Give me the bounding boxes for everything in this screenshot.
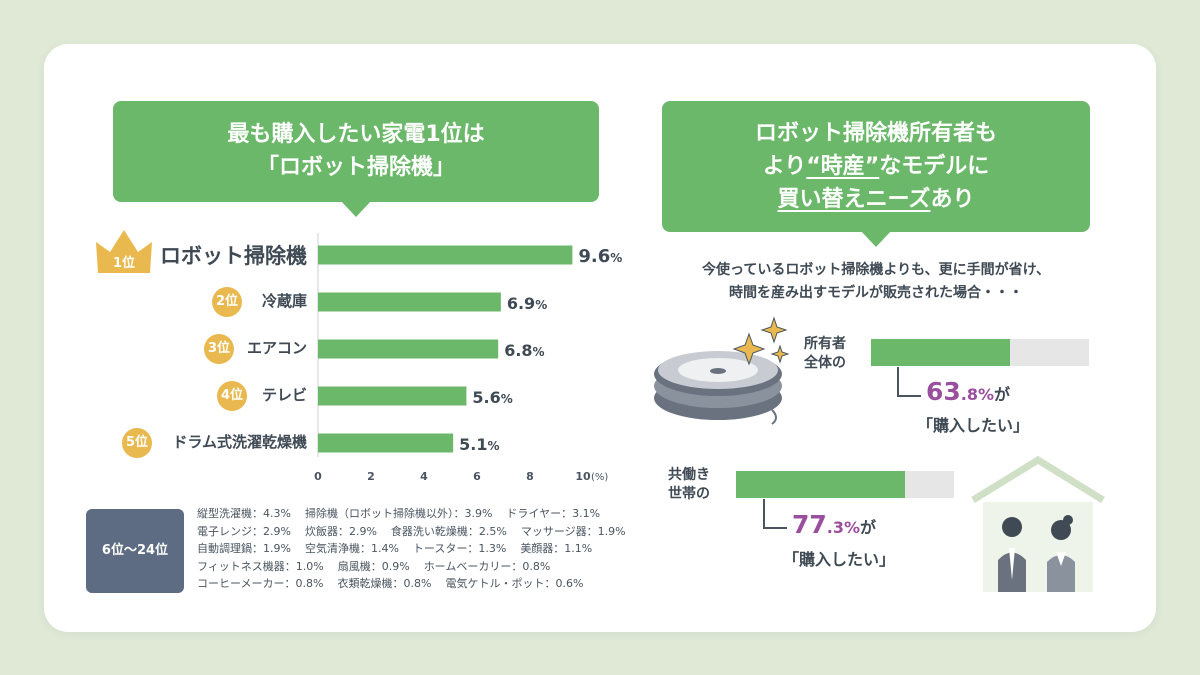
left-title-bubble: 最も購入したい家電1位は 「ロボット掃除機」 bbox=[113, 101, 599, 217]
bar-2-value-label: 6.9% bbox=[507, 294, 547, 313]
robot-vacuum-illustration bbox=[654, 351, 782, 425]
bar-5 bbox=[318, 433, 454, 453]
group-2-label: 共働き 世帯の bbox=[668, 466, 710, 504]
right-title-line2-pre: より bbox=[762, 154, 807, 179]
x-tick-8: 8 bbox=[526, 470, 534, 483]
rank-2-label: 冷蔵庫 bbox=[261, 292, 307, 310]
group-2-bar bbox=[736, 471, 905, 498]
bar-3-value-label: 6.8% bbox=[504, 341, 544, 360]
right-title-bubble: ロボット掃除機所有者も より“時産”なモデルに 買い替えニーズあり bbox=[662, 101, 1090, 247]
house-couple-illustration bbox=[971, 455, 1105, 592]
group-1-percent: 63.8%が bbox=[926, 377, 1010, 406]
others-item: コーヒーメーカー：0.8% bbox=[197, 577, 324, 590]
others-list: 縦型洗濯機：4.3% 掃除機（ロボット掃除機以外）：3.9% ドライヤー：3.1% 電… bbox=[197, 505, 640, 593]
right-title-line2-em: “時産” bbox=[806, 154, 880, 179]
rank-1-label: ロボット掃除機 bbox=[160, 244, 307, 268]
others-item: 電子レンジ：2.9% bbox=[197, 524, 291, 538]
sparkle-icon bbox=[732, 316, 790, 366]
others-item: 電気ケトル・ポット：0.6% bbox=[445, 577, 584, 590]
x-tick-6: 6 bbox=[473, 470, 481, 483]
x-tick-0: 0 bbox=[314, 470, 322, 483]
bar-5-value-label: 5.1% bbox=[459, 435, 499, 454]
group-2-percent-dec: .3% bbox=[826, 518, 861, 537]
others-item: 食器洗い乾燥機：2.5% bbox=[390, 524, 507, 538]
rank-5-badge: 5位 bbox=[122, 428, 152, 458]
others-item: 衣類乾燥機：0.8% bbox=[337, 577, 432, 590]
group-1-label-line2: 全体の bbox=[804, 355, 846, 371]
bar-3 bbox=[318, 339, 499, 359]
left-title-line2: 「ロボット掃除機」 bbox=[256, 155, 455, 180]
right-title-line2-post: なモデルに bbox=[879, 154, 990, 179]
group-1-leader-line bbox=[897, 367, 921, 397]
rank-4-badge: 4位 bbox=[217, 381, 247, 411]
others-item: ホームベーカリー：0.8% bbox=[423, 559, 551, 573]
group-1-label-line1: 所有者 bbox=[804, 336, 846, 352]
right-title-line1: ロボット掃除機所有者も bbox=[754, 121, 997, 146]
bar-4-value-label: 5.6% bbox=[472, 388, 512, 407]
right-title-line2: より“時産”なモデルに bbox=[662, 150, 1090, 183]
left-title-line1: 最も購入したい家電1位は bbox=[227, 122, 485, 147]
group-2-label-line1: 共働き bbox=[668, 467, 710, 483]
group-1-ga: が bbox=[994, 385, 1011, 404]
others-row: 電子レンジ：2.9% 炊飯器：2.9% 食器洗い乾燥機：2.5% マッサージ器：1.9… bbox=[197, 523, 640, 541]
others-item: 扇風機：0.9% bbox=[337, 559, 410, 573]
group-2-phrase: 「購入したい」 bbox=[783, 550, 896, 569]
bar-1 bbox=[318, 245, 573, 265]
x-tick-2: 2 bbox=[367, 470, 375, 483]
bar-2 bbox=[318, 292, 501, 312]
right-title-line3: 買い替えニーズあり bbox=[662, 183, 1090, 216]
others-row: コーヒーメーカー：0.8% 衣類乾燥機：0.8% 電気ケトル・ポット：0.6% bbox=[197, 575, 640, 593]
others-rank-box: 6位〜24位 bbox=[86, 509, 184, 593]
others-item: 美顔器：1.1% bbox=[520, 542, 593, 555]
others-item: ドライヤー：3.1% bbox=[506, 507, 601, 520]
group-1-bar bbox=[871, 339, 1011, 366]
intro-text: 今使っているロボット掃除機よりも、更に手間が省け、 時間を産み出すモデルが販売さ… bbox=[660, 259, 1092, 305]
group-2-percent-int: 77 bbox=[792, 510, 827, 539]
others-item: 炊飯器：2.9% bbox=[304, 524, 377, 538]
right-title-line3-underlined: 買い替えニーズ bbox=[777, 187, 931, 212]
group-2-label-line2: 世帯の bbox=[668, 486, 710, 502]
rank-3-badge: 3位 bbox=[204, 334, 234, 364]
group-1-phrase: 「購入したい」 bbox=[917, 416, 1030, 435]
others-item: 縦型洗濯機：4.3% bbox=[197, 507, 291, 520]
x-tick-10: 10 bbox=[575, 470, 591, 483]
others-item: 掃除機（ロボット掃除機以外）：3.9% bbox=[304, 507, 493, 520]
group-2-percent: 77.3%が bbox=[792, 510, 876, 539]
rank-3-label: エアコン bbox=[246, 339, 307, 357]
others-item: 自動調理鍋：1.9% bbox=[197, 542, 291, 555]
group-2-leader-line bbox=[763, 499, 787, 529]
intro-line2: 時間を産み出すモデルが販売された場合・・・ bbox=[729, 285, 1023, 301]
others-row: 自動調理鍋：1.9% 空気清浄機：1.4% トースター：1.3% 美顔器：1.1% bbox=[197, 540, 640, 558]
others-item: マッサージ器：1.9% bbox=[520, 524, 626, 538]
others-item: フィットネス機器：1.0% bbox=[197, 559, 324, 573]
others-row: フィットネス機器：1.0% 扇風機：0.9% ホームベーカリー：0.8% bbox=[197, 558, 640, 576]
crown-icon bbox=[96, 230, 152, 273]
right-title-line3-post: あり bbox=[930, 187, 975, 212]
group-2-ga: が bbox=[860, 518, 877, 537]
intro-line1: 今使っているロボット掃除機よりも、更に手間が省け、 bbox=[702, 262, 1050, 278]
x-axis-unit: (%) bbox=[591, 472, 608, 483]
others-item: トースター：1.3% bbox=[412, 542, 507, 555]
group-1-percent-dec: .8% bbox=[960, 385, 995, 404]
rank-5-label: ドラム式洗濯乾燥機 bbox=[172, 433, 307, 451]
others-item: 空気清浄機：1.4% bbox=[304, 542, 399, 555]
group-1-percent-int: 63 bbox=[926, 377, 961, 406]
rank-4-label: テレビ bbox=[261, 386, 307, 404]
rank-1-badge-text: 1位 bbox=[112, 256, 136, 271]
x-tick-4: 4 bbox=[420, 470, 428, 483]
group-1-label: 所有者 全体の bbox=[804, 335, 846, 373]
bar-4 bbox=[318, 386, 467, 406]
bar-1-value-label: 9.6% bbox=[578, 246, 622, 267]
rank-2-badge: 2位 bbox=[212, 287, 242, 317]
others-row: 縦型洗濯機：4.3% 掃除機（ロボット掃除機以外）：3.9% ドライヤー：3.1% bbox=[197, 505, 640, 523]
